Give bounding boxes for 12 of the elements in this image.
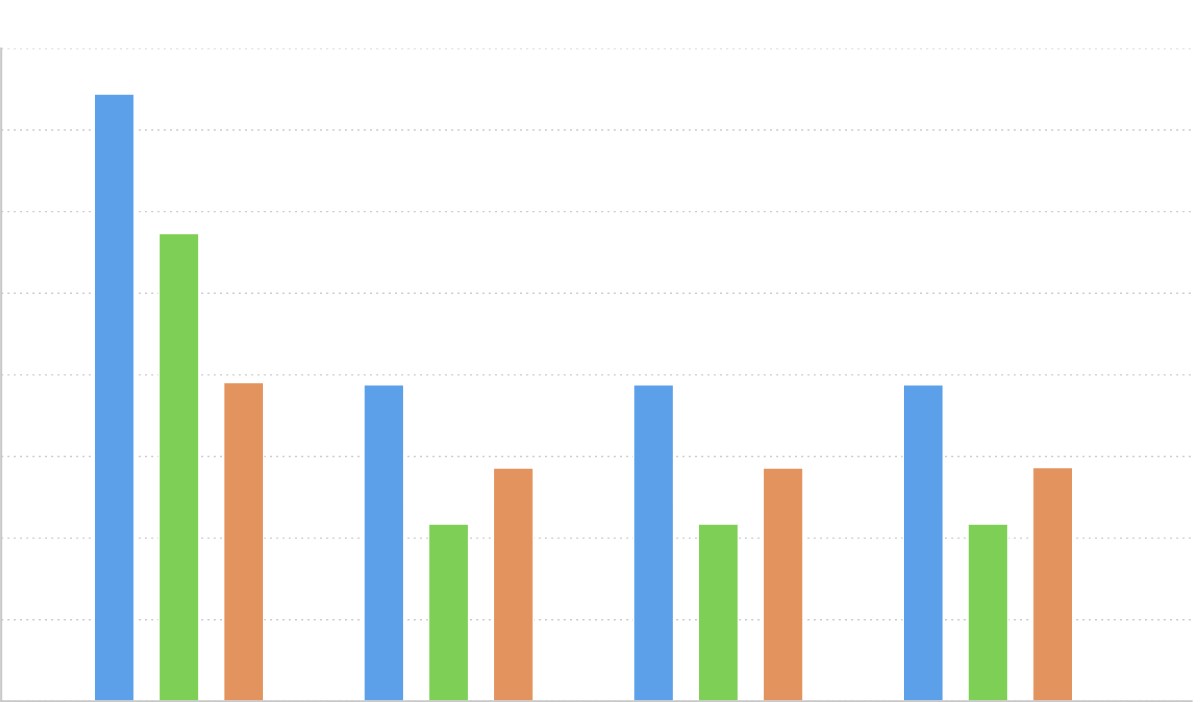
bar <box>222 381 265 702</box>
bar <box>1032 466 1074 702</box>
bar <box>697 523 739 702</box>
bar <box>492 467 534 702</box>
bar <box>762 467 804 702</box>
bar <box>158 232 200 702</box>
bar <box>902 384 944 702</box>
bar <box>967 523 1009 702</box>
bar <box>427 523 470 702</box>
bar <box>363 384 405 702</box>
bar <box>93 93 135 702</box>
bar <box>632 384 675 702</box>
